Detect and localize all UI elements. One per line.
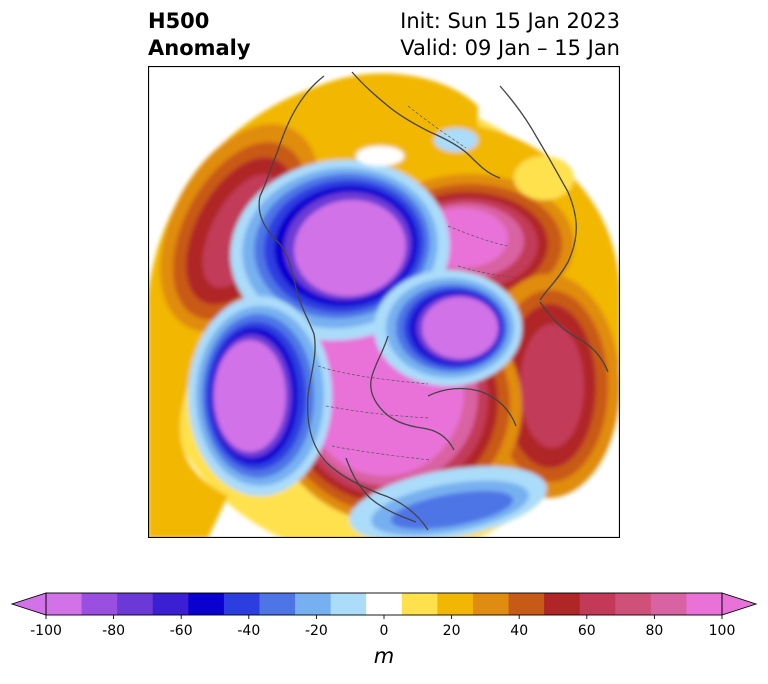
colorbar-segment	[508, 593, 545, 615]
colorbar-segment	[401, 593, 438, 615]
title-line-variable: H500	[148, 9, 210, 33]
colorbar-segments	[10, 592, 758, 616]
colorbar-unit-label: m	[373, 644, 395, 668]
political-borders	[317, 105, 521, 461]
colorbar-tick-label: 60	[578, 623, 596, 639]
colorbar-segment	[437, 593, 474, 615]
map-border	[148, 66, 620, 538]
colorbar-segment	[223, 593, 260, 615]
map-subtitle: Init: Sun 15 Jan 2023 Valid: 09 Jan – 15…	[400, 8, 620, 62]
colorbar-segment	[117, 593, 154, 615]
colorbar-segment	[544, 593, 581, 615]
colorbar-segment	[46, 593, 83, 615]
colorbar-segment	[81, 593, 118, 615]
anomaly-map	[148, 66, 620, 538]
colorbar-tick-label: 40	[510, 623, 528, 639]
title-line-type: Anomaly	[148, 36, 251, 60]
colorbar-segment	[259, 593, 296, 615]
colorbar-segment	[330, 593, 367, 615]
colorbar-segment	[650, 593, 687, 615]
colorbar-tick-label: -20	[305, 623, 328, 639]
colorbar-segment	[152, 593, 189, 615]
colorbar-segment	[615, 593, 652, 615]
map-title: H500 Anomaly	[148, 8, 251, 62]
colorbar-tick-label: 80	[645, 623, 663, 639]
valid-time-label: Valid: 09 Jan – 15 Jan	[400, 36, 620, 60]
colorbar-tick-label: -100	[30, 623, 62, 639]
coastlines	[258, 71, 609, 531]
colorbar-over-arrow	[721, 592, 758, 616]
colorbar-segment	[579, 593, 616, 615]
colorbar-tick-label: 100	[709, 623, 736, 639]
colorbar-tick-label: -40	[237, 623, 260, 639]
colorbar-tick-label: 0	[380, 623, 389, 639]
colorbar: -100 -80 -60 -40 -20 0 20 40 60 80 100	[10, 592, 758, 639]
anomaly-field	[148, 73, 620, 538]
colorbar-under-arrow	[10, 592, 47, 616]
colorbar-segment	[295, 593, 332, 615]
colorbar-tick-label: -80	[102, 623, 125, 639]
colorbar-segment	[472, 593, 510, 615]
colorbar-segment	[366, 593, 403, 615]
colorbar-tick-label: 20	[443, 623, 461, 639]
colorbar-segment	[188, 593, 225, 615]
colorbar-tick-label: -60	[170, 623, 193, 639]
init-time-label: Init: Sun 15 Jan 2023	[400, 9, 620, 33]
colorbar-segment	[686, 593, 723, 615]
colorbar-ticks: -100 -80 -60 -40 -20 0 20 40 60 80 100	[30, 615, 735, 639]
